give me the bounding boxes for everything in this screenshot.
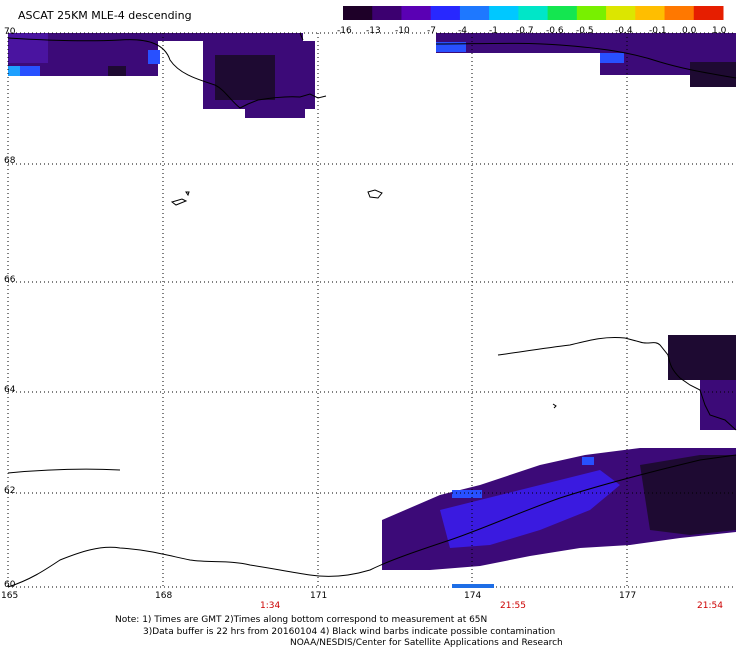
swath-patch (215, 55, 275, 100)
colorbar-swatch (518, 6, 549, 20)
time-indicator-bar (452, 584, 494, 588)
colorbar-swatch (576, 6, 607, 20)
colorbar (343, 6, 724, 20)
swath-patch (148, 50, 160, 64)
swath-patch (668, 335, 736, 380)
colorbar-swatch (401, 6, 432, 20)
lon-label: 168 (155, 591, 173, 601)
lon-label: 165 (1, 591, 19, 601)
colorbar-label: -0.4 (615, 26, 633, 36)
time-label: 21:54 (697, 601, 723, 611)
note-line-1: Note: 1) Times are GMT 2)Times along bot… (115, 615, 488, 625)
colorbar-swatch (489, 6, 519, 20)
coastline-northeast (435, 42, 737, 79)
colorbar-label: 0.0 (682, 26, 697, 36)
colorbar-label: -1 (489, 26, 498, 36)
swath-patch (690, 62, 736, 87)
colorbar-label: -13 (366, 26, 381, 36)
coastline-chukotka (497, 337, 737, 431)
swath-patch (436, 42, 466, 52)
colorbar-label: -7 (427, 26, 436, 36)
coastline-northwest (7, 32, 327, 109)
colorbar-swatch (693, 6, 724, 20)
colorbar-label: -4 (458, 26, 467, 36)
lat-label: 60 (4, 580, 16, 590)
island-2 (170, 191, 190, 206)
colorbar-label: -10 (395, 26, 410, 36)
time-label: 21:55 (500, 601, 526, 611)
colorbar-swatch (372, 6, 402, 20)
colorbar-label: -16 (337, 26, 352, 36)
colorbar-label: -0.5 (576, 26, 594, 36)
colorbar-swatch (343, 6, 373, 20)
swath-patch (245, 100, 305, 118)
colorbar-swatch (459, 6, 490, 20)
map-title: ASCAT 25KM MLE-4 descending (18, 9, 192, 22)
time-label: 1:34 (260, 601, 281, 611)
swath-patch (640, 455, 736, 535)
colorbar-swatch (635, 6, 666, 20)
coastline-south (7, 454, 737, 588)
colorbar-label: 1.0 (712, 26, 727, 36)
lon-label: 177 (619, 591, 637, 601)
lat-label: 70 (4, 27, 16, 37)
swath-patch (436, 33, 736, 53)
island-1 (367, 189, 383, 199)
swath-patch (20, 66, 40, 76)
swath-patch (158, 33, 303, 41)
swath-patch (8, 33, 48, 63)
swath-patch (600, 53, 624, 63)
swath-patch (582, 457, 594, 465)
data-swaths (8, 33, 736, 570)
colorbar-label: -0.6 (546, 26, 564, 36)
note-line-3: NOAA/NESDIS/Center for Satellite Applica… (290, 638, 563, 648)
swath-patch (108, 66, 126, 76)
swath-patch (8, 66, 20, 76)
swath-patch (452, 490, 482, 498)
colorbar-swatch (606, 6, 636, 20)
coastlines (7, 32, 737, 588)
colorbar-label: -0.1 (649, 26, 667, 36)
swath-patch (700, 380, 736, 430)
lat-label: 64 (4, 385, 16, 395)
colorbar-swatch (430, 6, 461, 20)
lat-label: 62 (4, 486, 16, 496)
lat-label: 68 (4, 156, 16, 166)
colorbar-swatch (664, 6, 695, 20)
lon-label: 174 (464, 591, 482, 601)
note-line-2: 3)Data buffer is 22 hrs from 20160104 4)… (143, 627, 556, 637)
lon-label: 171 (310, 591, 328, 601)
colorbar-swatch (547, 6, 578, 20)
coastline-small (552, 403, 557, 409)
map-grid (7, 32, 736, 588)
colorbar-label: -0.7 (516, 26, 534, 36)
lat-label: 66 (4, 275, 16, 285)
